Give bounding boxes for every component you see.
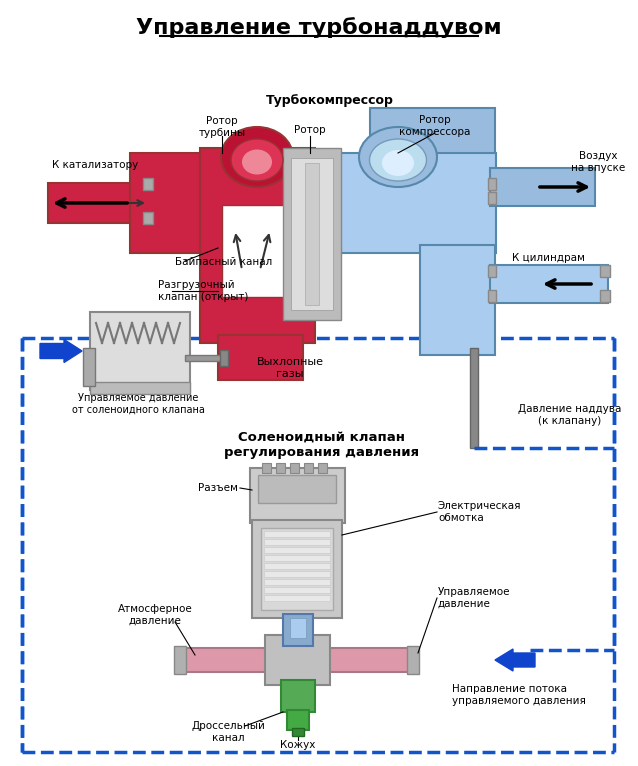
Text: Давление наддува
(к клапану): Давление наддува (к клапану) (518, 404, 621, 426)
Text: Разъем: Разъем (198, 483, 238, 493)
Polygon shape (143, 178, 153, 190)
Polygon shape (264, 547, 330, 553)
Polygon shape (490, 168, 595, 206)
Text: Ротор
турбины: Ротор турбины (198, 116, 246, 138)
Polygon shape (258, 475, 336, 503)
Polygon shape (185, 355, 225, 361)
Polygon shape (218, 335, 303, 380)
Ellipse shape (369, 139, 426, 181)
Polygon shape (325, 648, 409, 672)
Polygon shape (174, 646, 186, 674)
Polygon shape (283, 614, 313, 646)
Text: Байпасный канал: Байпасный канал (175, 257, 272, 267)
Text: Управляемое
давление: Управляемое давление (438, 588, 510, 609)
Polygon shape (488, 178, 496, 190)
Polygon shape (283, 148, 341, 320)
Polygon shape (304, 463, 313, 473)
Polygon shape (290, 618, 306, 638)
Polygon shape (420, 245, 495, 355)
Text: Направление потока
управляемого давления: Направление потока управляемого давления (452, 684, 586, 705)
Polygon shape (265, 635, 330, 685)
Polygon shape (264, 571, 330, 577)
Text: Соленоидный клапан
регулирования давления: Соленоидный клапан регулирования давлени… (225, 431, 420, 459)
Polygon shape (252, 520, 342, 618)
Text: Управляемое давление
от соленоидного клапана: Управляемое давление от соленоидного кла… (71, 393, 204, 415)
Polygon shape (130, 153, 315, 253)
Polygon shape (261, 528, 333, 610)
Polygon shape (370, 108, 495, 160)
Text: Турбокомпрессор: Турбокомпрессор (266, 93, 394, 106)
Ellipse shape (359, 127, 437, 187)
Ellipse shape (242, 149, 272, 175)
Text: Электрическая
обмотка: Электрическая обмотка (438, 501, 521, 523)
Polygon shape (264, 531, 330, 537)
Text: Воздух
на впуске: Воздух на впуске (571, 151, 625, 173)
Polygon shape (200, 148, 315, 343)
Text: Управление турбонаддувом: Управление турбонаддувом (136, 18, 502, 38)
Text: Атмосферное
давление: Атмосферное давление (117, 604, 193, 626)
Polygon shape (90, 382, 190, 394)
Polygon shape (281, 680, 315, 712)
Polygon shape (90, 312, 190, 390)
Ellipse shape (382, 150, 414, 176)
Polygon shape (220, 350, 228, 366)
Polygon shape (488, 265, 496, 277)
Polygon shape (318, 463, 327, 473)
Text: К цилиндрам: К цилиндрам (512, 253, 585, 263)
Text: Разгрузочный
клапан (открыт): Разгрузочный клапан (открыт) (158, 280, 248, 302)
Polygon shape (488, 290, 496, 302)
Polygon shape (264, 563, 330, 569)
Polygon shape (276, 463, 285, 473)
Polygon shape (182, 648, 270, 672)
Polygon shape (143, 212, 153, 224)
Polygon shape (83, 348, 95, 386)
Polygon shape (407, 646, 419, 674)
Polygon shape (264, 587, 330, 593)
Polygon shape (250, 468, 345, 523)
Polygon shape (470, 348, 478, 448)
Polygon shape (305, 163, 319, 305)
Polygon shape (341, 153, 496, 253)
Ellipse shape (221, 127, 293, 187)
Text: Кожух: Кожух (280, 740, 316, 750)
Polygon shape (264, 539, 330, 545)
Polygon shape (291, 158, 333, 310)
Polygon shape (262, 463, 271, 473)
Text: К катализатору: К катализатору (52, 160, 138, 170)
Polygon shape (600, 290, 610, 302)
Text: Выхлопные
газы: Выхлопные газы (256, 357, 323, 379)
Text: Ротор
компрессора: Ротор компрессора (399, 115, 471, 137)
Polygon shape (600, 265, 610, 277)
Polygon shape (264, 555, 330, 561)
Text: Дроссельный
канал: Дроссельный канал (191, 721, 265, 743)
FancyArrow shape (40, 339, 82, 362)
Polygon shape (292, 728, 304, 736)
Polygon shape (488, 192, 496, 204)
Polygon shape (287, 710, 309, 730)
Polygon shape (48, 183, 148, 223)
Polygon shape (264, 595, 330, 601)
Polygon shape (290, 463, 299, 473)
Polygon shape (222, 205, 290, 297)
FancyArrow shape (495, 649, 535, 671)
Text: Ротор: Ротор (294, 125, 326, 135)
Ellipse shape (231, 139, 283, 181)
Polygon shape (264, 579, 330, 585)
Polygon shape (490, 265, 608, 303)
